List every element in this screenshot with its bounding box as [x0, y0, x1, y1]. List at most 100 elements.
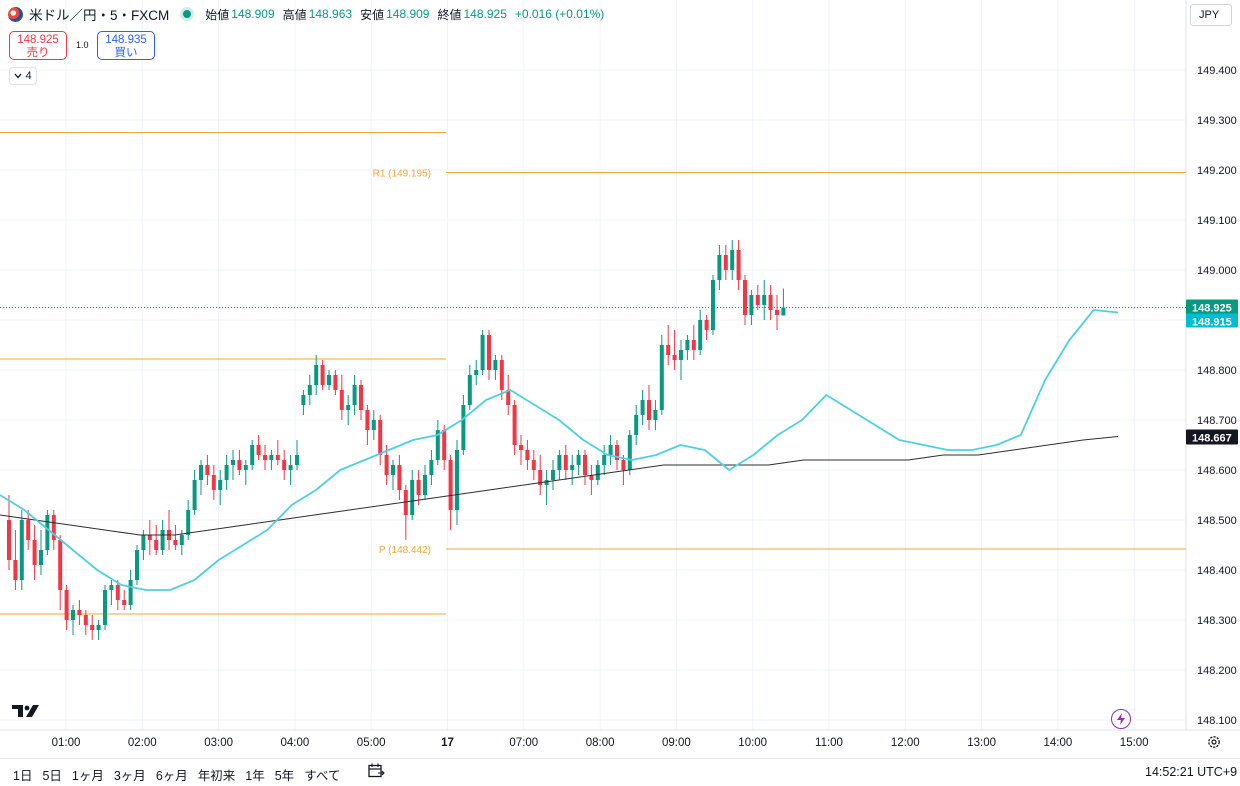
candle-body [487, 335, 491, 370]
candle [256, 435, 261, 460]
low-value: 148.909 [386, 7, 430, 21]
pivot-label: R1 (149.195) [373, 169, 431, 180]
range-button-all[interactable]: すべて [304, 769, 341, 783]
candle [45, 510, 50, 555]
candle [83, 610, 88, 635]
price-tick-label: 148.800 [1197, 365, 1237, 377]
candle [359, 380, 363, 420]
candle [365, 405, 370, 445]
candle-body [115, 585, 120, 600]
candle [339, 375, 344, 420]
candle [679, 340, 683, 380]
candle-body [147, 535, 152, 540]
candle [403, 485, 408, 540]
candle [768, 285, 773, 320]
candle [704, 315, 709, 340]
close-value: 148.925 [463, 7, 507, 21]
range-button-5d[interactable]: 5日 [42, 769, 62, 783]
candle-body [480, 335, 485, 370]
candle-body [83, 615, 88, 625]
calendar-range-icon[interactable] [367, 762, 385, 780]
candle-body [199, 465, 203, 480]
candle-body [243, 465, 248, 470]
candle-body [288, 465, 293, 470]
candle [51, 510, 56, 550]
candle-body [179, 535, 184, 545]
price-tick-label: 148.500 [1197, 515, 1237, 527]
range-button-6m[interactable]: 6ヶ月 [155, 769, 188, 783]
price-axis[interactable]: 149.400149.300149.200149.100149.000148.9… [1197, 65, 1237, 727]
sell-button[interactable]: 148.925 売り [9, 31, 67, 60]
candle [288, 455, 293, 485]
range-button-5y[interactable]: 5年 [274, 769, 295, 783]
candle-body [461, 405, 466, 450]
candle [192, 470, 197, 515]
candle [621, 455, 626, 485]
candle [128, 570, 133, 610]
candle [154, 525, 159, 555]
price-tick-label: 148.300 [1197, 615, 1237, 627]
range-button-3m[interactable]: 3ヶ月 [113, 769, 146, 783]
candle-body [493, 360, 498, 370]
candle-body [743, 280, 747, 315]
price-chart[interactable]: R1 (149.195) P (148.442) 149.400 149.300 14… [0, 0, 1240, 760]
clock[interactable]: 14:52:21 UTC+9 [1145, 765, 1238, 779]
candle-body [691, 340, 696, 350]
gear-icon[interactable] [1206, 734, 1222, 750]
candle-body [39, 550, 43, 565]
candle-body [659, 345, 664, 410]
candle-body [77, 610, 82, 615]
ema-badge: 148.915 [1186, 313, 1238, 329]
candle-body [455, 450, 459, 510]
ema-badge-text: 148.915 [1192, 317, 1232, 329]
range-button-ytd[interactable]: 年初来 [197, 769, 236, 783]
currency-selector[interactable]: JPY [1190, 4, 1232, 26]
candle-body [346, 405, 351, 410]
price-tick-label: 149.200 [1197, 165, 1237, 177]
candle [557, 450, 562, 480]
indicators-toggle-button[interactable]: 4 [9, 67, 37, 85]
range-button-1d[interactable]: 1日 [13, 769, 33, 783]
range-button-1m[interactable]: 1ヶ月 [71, 769, 104, 783]
candle-body [211, 475, 216, 490]
candle-body [231, 460, 235, 465]
time-tick-label: 12:00 [891, 737, 920, 749]
moving-averages [0, 309, 1119, 591]
time-tick-label: 04:00 [281, 737, 310, 749]
candle [250, 440, 255, 470]
lightning-icon[interactable] [1111, 709, 1131, 729]
candle [551, 460, 555, 490]
candle-body [19, 520, 24, 580]
candle-body [141, 535, 146, 550]
candle-body [627, 435, 632, 470]
candle [634, 405, 639, 445]
time-axis[interactable]: 01:00 02:00 03:00 04:00 05:00 17 07:00 08:00 09:… [52, 737, 1149, 749]
candle [519, 435, 523, 465]
candle-body [154, 540, 159, 550]
candle-body [679, 350, 683, 360]
time-tick-label: 11:00 [815, 737, 843, 749]
tradingview-logo-icon[interactable] [11, 703, 41, 719]
candle [295, 440, 299, 470]
candle [237, 450, 242, 475]
candle [26, 510, 31, 550]
candle-body [512, 405, 517, 445]
range-button-1y[interactable]: 1年 [245, 769, 265, 783]
candle [659, 335, 664, 415]
price-tick-label: 148.400 [1197, 565, 1237, 577]
symbol-title[interactable]: 米ドル／円・5・FXCM [29, 8, 170, 23]
candle [173, 525, 178, 550]
candle [263, 445, 267, 470]
candle-body [352, 385, 357, 405]
chevron-down-icon [14, 73, 22, 79]
buy-button[interactable]: 148.935 買い [97, 31, 155, 60]
candle-body [435, 430, 440, 460]
candle [583, 450, 587, 485]
candle [346, 395, 351, 425]
candle-body [749, 295, 754, 315]
candle-body [218, 480, 223, 490]
indicator-count: 4 [25, 70, 32, 82]
price-tick-label: 148.700 [1197, 415, 1237, 427]
candle [243, 460, 248, 485]
candle-body [416, 480, 421, 495]
